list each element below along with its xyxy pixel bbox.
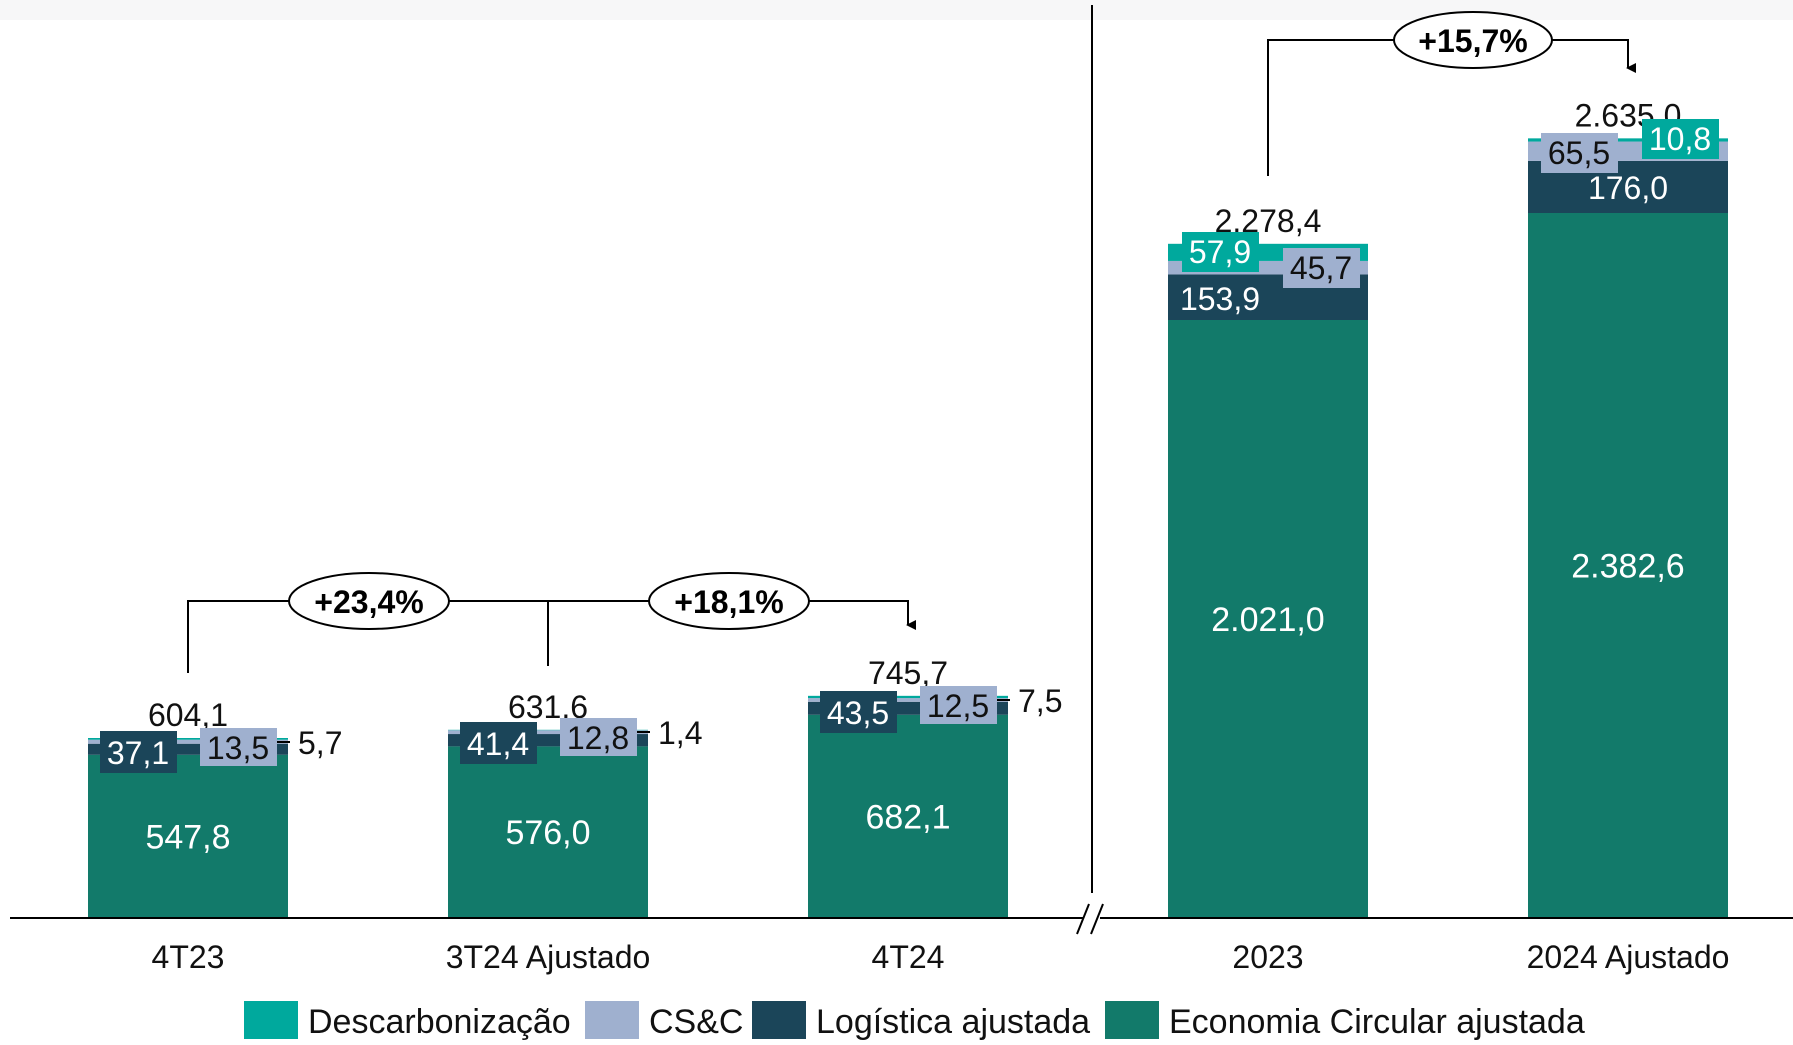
growth-bubble-2 — [1393, 11, 1553, 69]
callout-csc-bg-2 — [920, 686, 997, 724]
callout-csc-bg-1 — [560, 718, 637, 756]
bar-economia-3 — [1168, 320, 1368, 918]
bar-csc-0 — [88, 739, 288, 744]
growth-label-2: +15,7% — [1418, 23, 1527, 59]
axis-layer: 4T23 3T24 Ajustado 4T24 2023 2024 Ajustado — [10, 5, 1793, 975]
bar-economia-1 — [448, 746, 648, 918]
bar-economia-0 — [88, 754, 288, 918]
callout-descarbonizacao-bg-4 — [1642, 119, 1719, 159]
data-label-logistica-3: 153,9 — [1180, 281, 1260, 317]
revenue-chart: +23,4% +18,1%+15,7% 547,8604,1576,0631,66… — [10, 5, 1793, 975]
total-label-2: 745,7 — [868, 655, 948, 691]
data-label-descarbonizacao-2: 7,5 — [1018, 683, 1062, 719]
data-label-csc-3: 45,7 — [1290, 250, 1352, 286]
legend-swatch-csc — [585, 1001, 639, 1039]
legend-swatch-economia — [1105, 1001, 1159, 1039]
legend-label-economia: Economia Circular ajustada — [1169, 1003, 1585, 1041]
bar-economia-2 — [808, 714, 1008, 918]
x-tick-label-2: 4T24 — [872, 939, 945, 975]
legend-label-csc: CS&C — [649, 1003, 744, 1041]
x-tick-label-0: 4T23 — [152, 939, 225, 975]
axis-break-mark-right — [1090, 903, 1104, 935]
data-label-logistica-1: 41,4 — [467, 726, 529, 762]
callout-csc-bg-0 — [200, 728, 277, 766]
data-label-descarbonizacao-4: 10,8 — [1649, 121, 1711, 157]
total-label-0: 604,1 — [148, 697, 228, 733]
legend-label-descarbonizacao: Descarbonização — [308, 1003, 571, 1041]
bar-economia-4 — [1528, 213, 1728, 918]
callout-logistica-bg-2 — [820, 691, 897, 733]
data-label-descarbonizacao-1: 1,4 — [658, 715, 702, 751]
data-label-csc-1: 12,8 — [567, 720, 629, 756]
axis-break-mark-left — [1076, 903, 1090, 935]
data-label-logistica-4: 176,0 — [1588, 170, 1668, 206]
x-tick-label-3: 2023 — [1232, 939, 1303, 975]
data-label-descarbonizacao-0: 5,7 — [298, 725, 342, 761]
callout-logistica-bg-1 — [460, 722, 537, 764]
bar-logistica-0 — [88, 743, 288, 755]
data-label-csc-4: 65,5 — [1548, 135, 1610, 171]
data-label-economia-3: 2.021,0 — [1211, 601, 1324, 639]
data-label-descarbonizacao-3: 57,9 — [1189, 234, 1251, 270]
growth-bubble-0 — [288, 572, 450, 630]
bar-descarbonizacao-4 — [1528, 138, 1728, 142]
data-label-logistica-2: 43,5 — [827, 695, 889, 731]
chart-legend: Descarbonização CS&C Logística ajustada … — [0, 993, 1793, 1045]
bar-csc-2 — [808, 698, 1008, 702]
legend-swatch-descarbonizacao — [244, 1001, 298, 1039]
growth-connectors: +23,4% +18,1% +15,7% — [187, 11, 1636, 673]
data-label-economia-2: 682,1 — [865, 798, 950, 836]
value-labels: 547,8604,1576,0631,6682,1745,72.021,02.2… — [100, 97, 1719, 856]
bar-csc-1 — [448, 730, 648, 735]
legend-label-logistica: Logística ajustada — [816, 1003, 1091, 1041]
growth-bubble-1 — [648, 572, 810, 630]
callout-csc-bg-4 — [1541, 133, 1618, 173]
data-label-economia-0: 547,8 — [145, 818, 230, 856]
data-label-economia-4: 2.382,6 — [1571, 548, 1684, 586]
x-tick-label-4: 2024 Ajustado — [1527, 939, 1730, 975]
callout-logistica-bg-0 — [100, 731, 177, 773]
legend-swatch-logistica — [752, 1001, 806, 1039]
callout-csc-bg-3 — [1283, 248, 1360, 288]
data-label-csc-2: 12,5 — [927, 688, 989, 724]
data-label-csc-0: 13,5 — [207, 730, 269, 766]
bar-descarbonizacao-2 — [808, 695, 1008, 699]
data-label-economia-1: 576,0 — [505, 814, 590, 852]
bar-descarbonizacao-0 — [88, 738, 288, 740]
growth-label-1: +18,1% — [674, 584, 783, 620]
x-tick-label-1: 3T24 Ajustado — [446, 939, 651, 975]
top-strip — [0, 0, 1793, 20]
growth-label-0: +23,4% — [314, 584, 423, 620]
data-label-logistica-0: 37,1 — [107, 735, 169, 771]
callout-descarbonizacao-bg-3 — [1182, 232, 1259, 272]
